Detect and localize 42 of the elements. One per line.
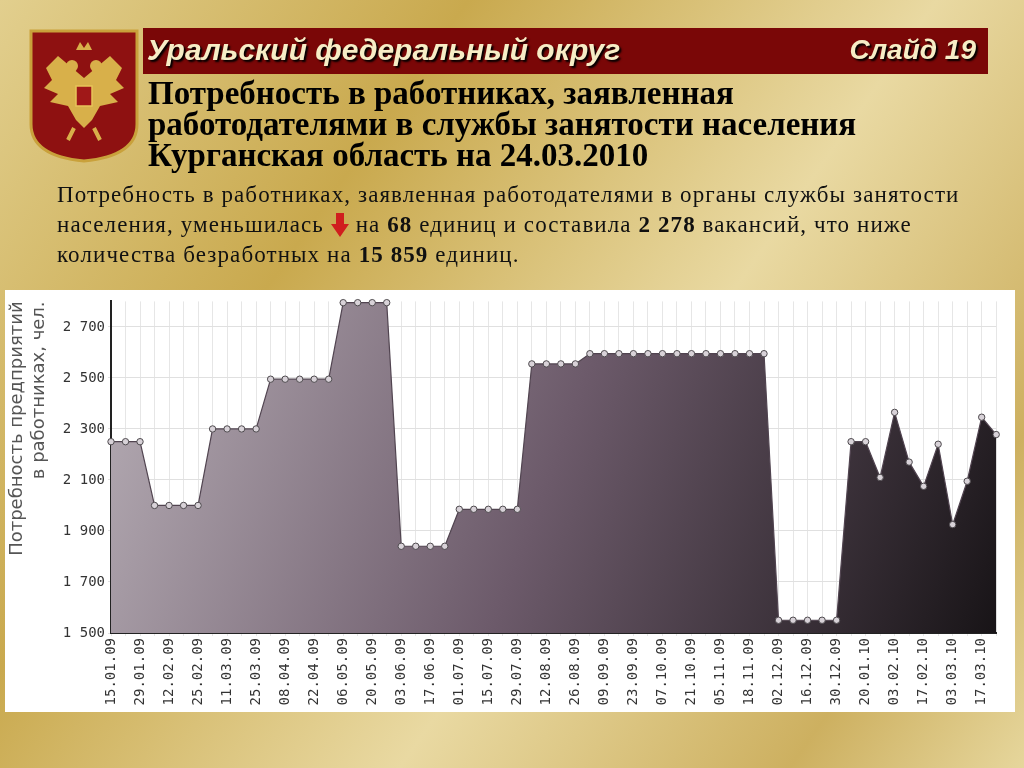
x-tick-label: 25.03.09 <box>246 638 263 706</box>
x-tick-label: 20.01.10 <box>856 638 873 706</box>
x-tick-label: 12.02.09 <box>159 638 176 706</box>
x-tick-label: 17.03.10 <box>972 638 989 706</box>
x-tick-label: 17.06.09 <box>420 638 437 706</box>
y-tick-label: 2 300 <box>62 419 105 436</box>
x-tick-label: 17.02.10 <box>914 638 931 706</box>
x-tick-label: 25.02.09 <box>188 638 205 706</box>
chart-title: Потребность в работниках, заявленная работодателями в службы занятости населения Курганская область на 24.03.2010 <box>148 75 858 173</box>
y-tick-label: 1 500 <box>62 623 105 640</box>
y-tick-label: 1 700 <box>62 572 105 589</box>
x-tick-label: 06.05.09 <box>333 638 350 706</box>
x-tick-label: 20.05.09 <box>362 638 379 706</box>
y-tick-label: 2 500 <box>62 368 105 385</box>
x-tick-label: 07.10.09 <box>653 638 670 706</box>
x-tick-label: 18.11.09 <box>740 638 757 706</box>
x-tick-label: 11.03.09 <box>217 638 234 706</box>
y-axis-title: Потребность предприятий в работниках, чел. <box>5 301 49 556</box>
x-tick-label: 09.09.09 <box>595 638 612 706</box>
x-tick-label: 30.12.09 <box>827 638 844 706</box>
x-tick-label: 05.11.09 <box>711 638 728 706</box>
x-tick-label: 03.03.10 <box>943 638 960 706</box>
x-tick-label: 15.01.09 <box>101 638 118 706</box>
x-tick-label: 08.04.09 <box>275 638 292 706</box>
x-tick-label: 02.12.09 <box>769 638 786 706</box>
x-tick-label: 15.07.09 <box>478 638 495 706</box>
x-tick-label: 01.07.09 <box>449 638 466 706</box>
x-tick-label: 26.08.09 <box>566 638 583 706</box>
y-tick-label: 1 900 <box>62 521 105 538</box>
x-tick-label: 22.04.09 <box>304 638 321 706</box>
text: Потребность в работниках, заявленная работодателями в органы службы занятости населения, уменьшилась на 68 единиц и составила 2 278 вакансий, что ниже количества безработных на 15 859 единиц. <box>57 182 960 267</box>
x-tick-label: 12.08.09 <box>536 638 553 706</box>
x-tick-label: 03.06.09 <box>391 638 408 706</box>
x-tick-label: 03.02.10 <box>885 638 902 706</box>
y-tick-label: 2 700 <box>62 317 105 334</box>
y-tick-label: 2 100 <box>62 470 105 487</box>
x-tick-label: 21.10.09 <box>682 638 699 706</box>
x-tick-label: 16.12.09 <box>798 638 815 706</box>
x-tick-label: 29.07.09 <box>507 638 524 706</box>
x-tick-label: 23.09.09 <box>624 638 641 706</box>
x-tick-label: 29.01.09 <box>130 638 147 706</box>
header-banner: Уральский федеральный округ Слайд 19 <box>143 28 988 74</box>
